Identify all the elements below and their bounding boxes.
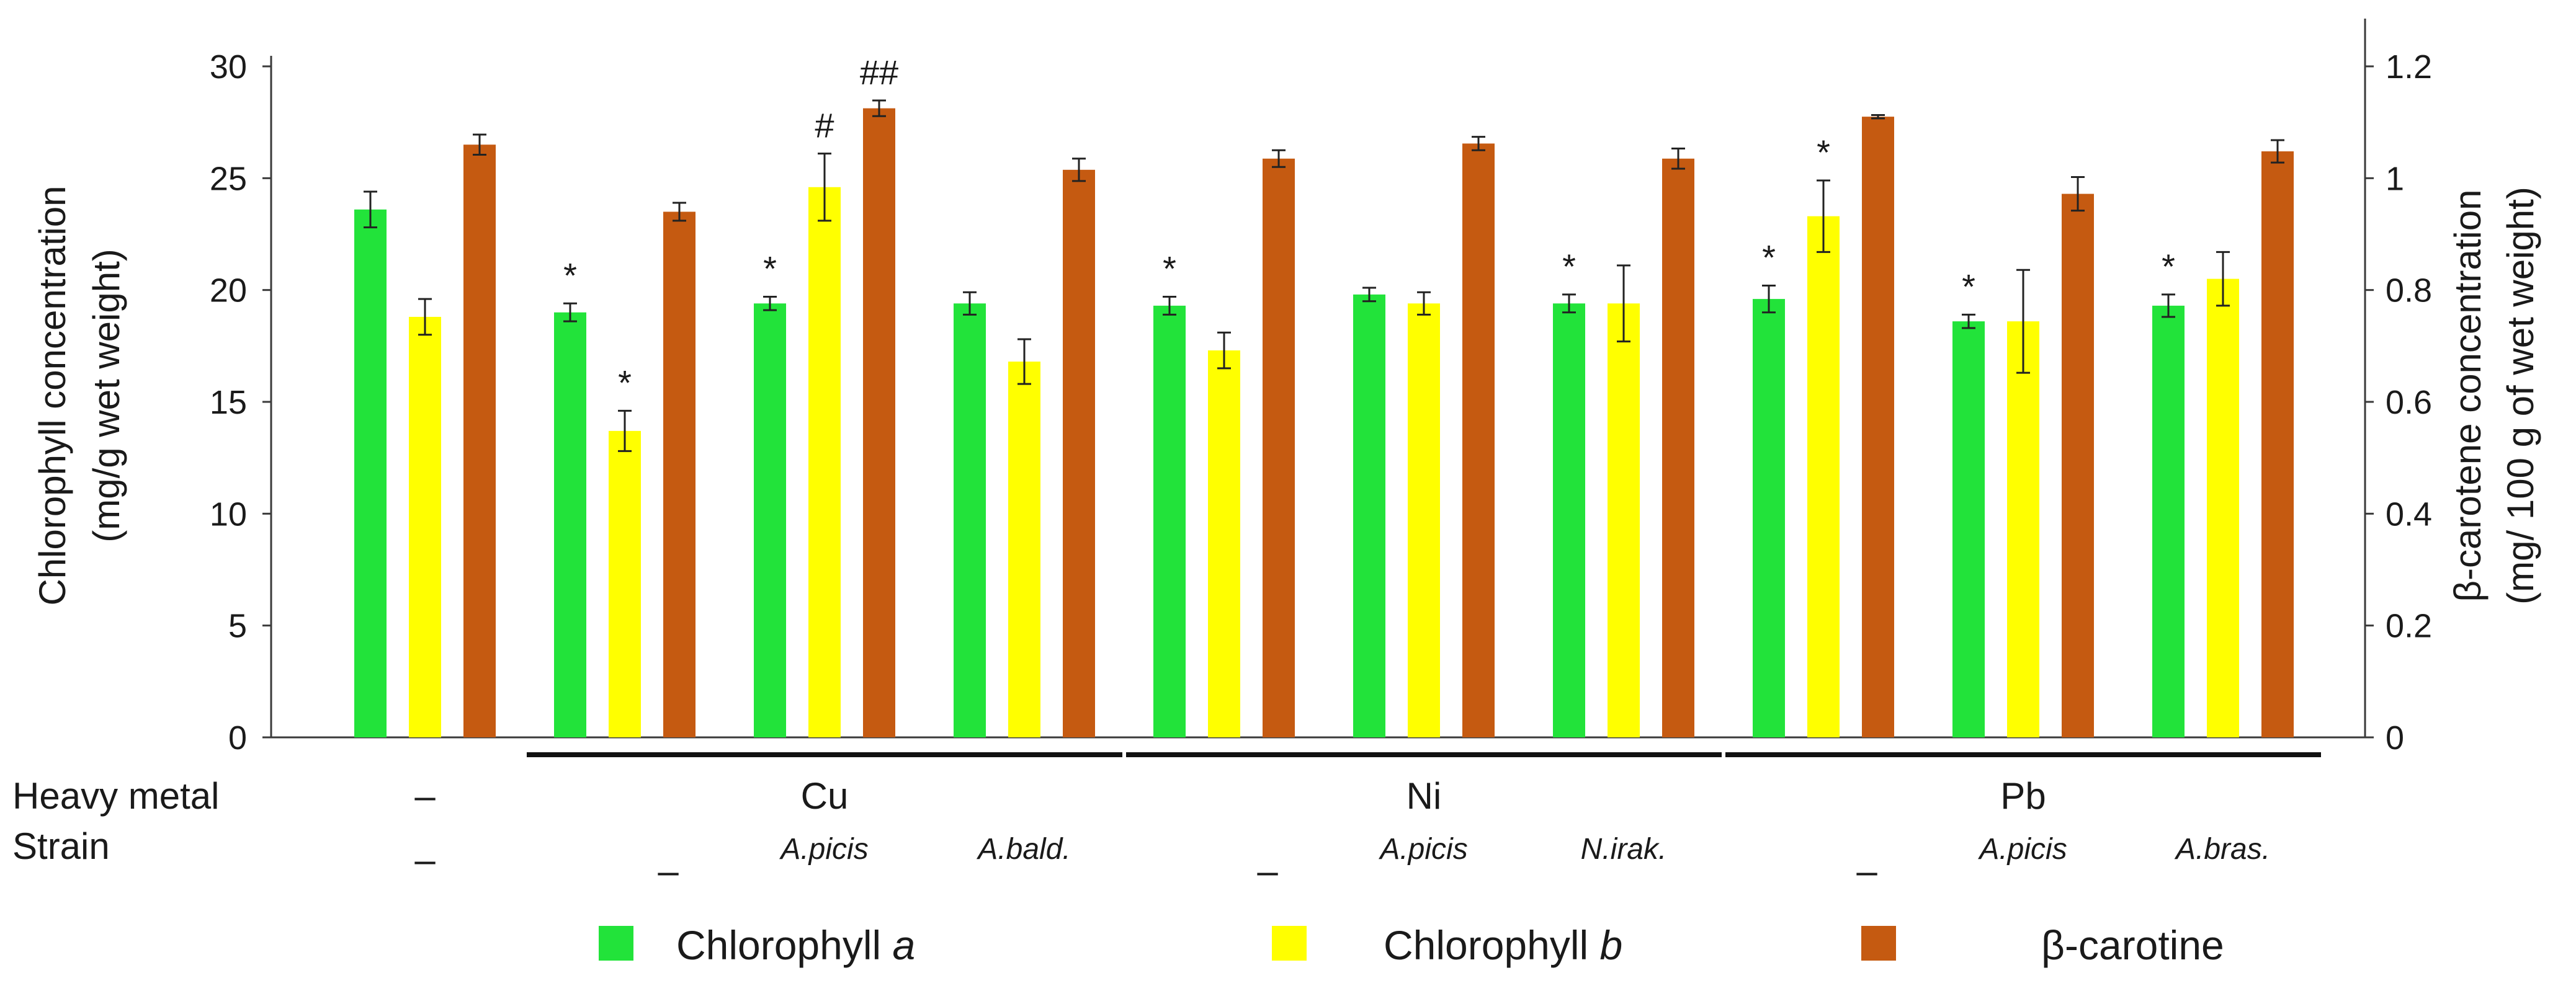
strain-row-label: Strain [12,825,110,867]
left-axis-unit: (mg/g wet weight) [86,249,127,543]
left-tick-label: 25 [210,160,247,197]
strain-label: N.irak. [1581,833,1667,866]
bar-chlorophyll-a [1153,305,1186,737]
right-axis-unit: (mg/ 100 g of wet weight) [2500,187,2541,605]
bar-chlorophyll-b [609,430,641,737]
legend-label: Chlorophyll b [1384,922,1622,968]
right-tick-label: 1 [2386,160,2404,197]
bar-chlorophyll-a [1753,299,1785,737]
bar-chlorophyll-a [2152,305,2185,737]
bar-chlorophyll-a [954,303,986,738]
bar-chlorophyll-b [2207,278,2239,738]
left-tick-label: 10 [210,496,247,533]
bar--carotine [1462,143,1495,737]
strain-label: A.picis [779,833,868,866]
left-tick-label: 0 [228,719,247,757]
bar-chlorophyll-a [1952,321,1985,737]
bar--carotine [1662,158,1694,737]
bar-chlorophyll-a [1553,303,1585,738]
legend-label: β-carotine [2041,922,2224,968]
right-axis-title: β-carotene concentration [2447,190,2489,602]
strain-label: – [1856,850,1877,892]
bar-chlorophyll-b [1807,216,1840,737]
significance-marker: * [2162,247,2175,286]
left-tick-label: 30 [210,48,247,86]
strain-label: – [658,850,679,892]
legend-label-text: Chlorophyll [676,922,893,968]
legend-swatch [1272,926,1307,961]
bar-chlorophyll-a [354,209,387,737]
significance-marker: * [1562,247,1576,286]
strain-label: A.bald. [976,833,1070,866]
bar--carotine [463,144,496,737]
left-axis-title: Chlorophyll concentration [32,185,73,605]
significance-marker: * [1762,238,1776,277]
strain-label: A.picis [1378,833,1467,866]
strain-label: – [414,839,436,881]
heavy-metal-label: Cu [801,775,849,817]
right-tick-label: 0.4 [2386,496,2432,533]
bar-chlorophyll-b [808,187,841,737]
heavy-metal-label: Ni [1407,775,1442,817]
significance-marker: * [1962,267,1975,306]
bar--carotine [1063,169,1095,737]
bar-chlorophyll-a [1353,294,1385,737]
legend-label-italic: a [893,922,916,968]
bar-chlorophyll-b [409,316,441,737]
strain-label: A.bras. [2174,833,2270,866]
heavy-metal-label: – [414,775,436,817]
bar-chlorophyll-b [1008,362,1040,737]
bar-chlorophyll-a [754,303,786,738]
right-tick-label: 0.8 [2386,272,2432,309]
significance-marker: # [815,106,834,145]
legend-label-italic: b [1600,922,1623,968]
bar--carotine [663,211,695,737]
bar-chlorophyll-b [1208,350,1240,737]
legend-label-text: β-carotine [2041,922,2224,968]
left-tick-label: 20 [210,272,247,309]
significance-marker: * [563,256,577,295]
left-tick-label: 15 [210,384,247,421]
right-tick-label: 1.2 [2386,48,2432,86]
significance-marker: * [1817,133,1830,172]
bar-chlorophyll-b [1408,303,1440,738]
bar--carotine [2062,193,2094,738]
right-tick-label: 0 [2386,719,2404,757]
significance-marker: * [1163,249,1176,288]
bar-chlorophyll-b [2007,321,2039,737]
strain-label: – [1257,850,1278,892]
strain-label: A.picis [1977,833,2067,866]
legend-label-text: Chlorophyll [1384,922,1600,968]
left-tick-label: 5 [228,608,247,645]
bar-chlorophyll-b [1608,303,1640,738]
significance-marker: * [763,249,777,288]
bar-chlorophyll-a [554,312,586,737]
legend-swatch [1861,926,1896,961]
bar--carotine [1263,158,1295,737]
significance-marker: ## [860,53,898,92]
bar--carotine [2261,151,2294,737]
right-tick-label: 0.2 [2386,608,2432,645]
legend-swatch [599,926,633,961]
bar--carotine [863,108,895,737]
right-tick-label: 0.6 [2386,384,2432,421]
heavy-metal-row-label: Heavy metal [12,775,219,817]
legend-label: Chlorophyll a [676,922,915,968]
heavy-metal-label: Pb [2000,775,2046,817]
bar--carotine [1862,117,1894,737]
significance-marker: * [618,363,632,402]
